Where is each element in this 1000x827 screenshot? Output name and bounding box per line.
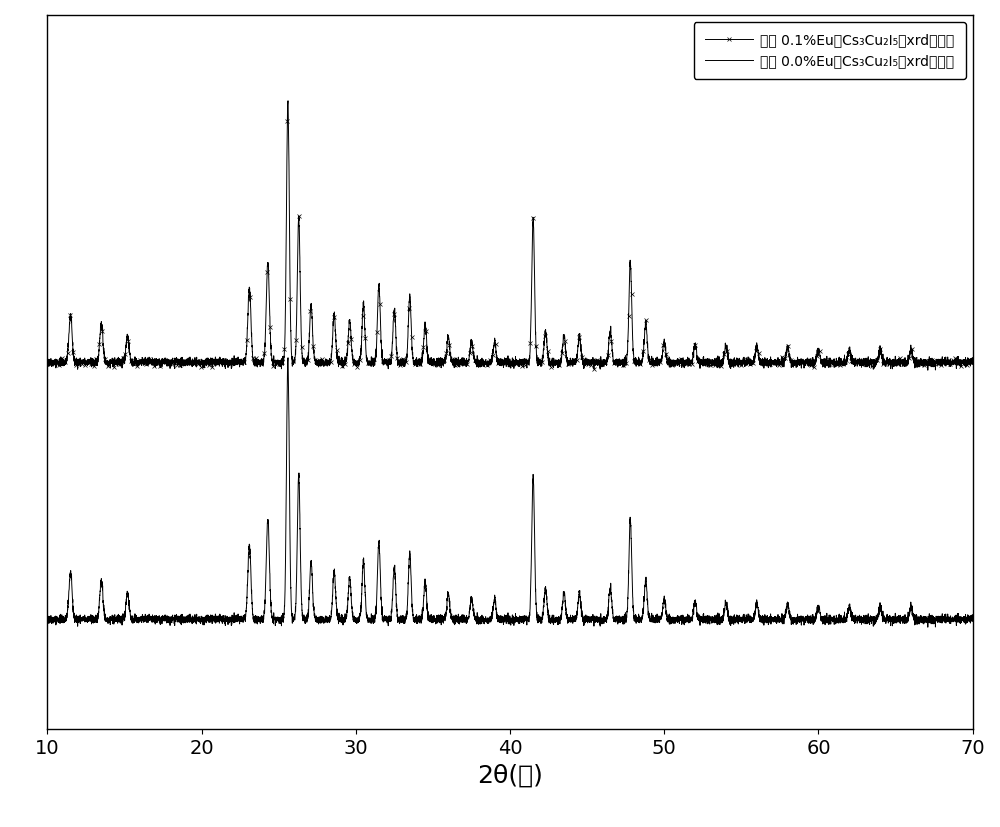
添加 0.1%Eu的Cs₃Cu₂I₅的xrd衍射图 xyxy=(777,361,789,371)
添加 0.0%Eu的Cs₃Cu₂I₅的xrd衍射图 xyxy=(88,614,100,624)
Legend: 添加 0.1%Eu的Cs₃Cu₂I₅的xrd衍射图, 添加 0.0%Eu的Cs₃Cu₂I₅的xrd衍射图: 添加 0.1%Eu的Cs₃Cu₂I₅的xrd衍射图, 添加 0.0%Eu的Cs₃… xyxy=(694,22,966,79)
添加 0.1%Eu的Cs₃Cu₂I₅的xrd衍射图 xyxy=(922,366,934,375)
添加 0.1%Eu的Cs₃Cu₂I₅的xrd衍射图 xyxy=(88,357,100,367)
添加 0.0%Eu的Cs₃Cu₂I₅的xrd衍射图 xyxy=(922,622,934,632)
添加 0.0%Eu的Cs₃Cu₂I₅的xrd衍射图 xyxy=(727,616,739,626)
添加 0.1%Eu的Cs₃Cu₂I₅的xrd衍射图 xyxy=(629,360,641,370)
X-axis label: 2θ(度): 2θ(度) xyxy=(477,763,543,787)
添加 0.1%Eu的Cs₃Cu₂I₅的xrd衍射图 xyxy=(376,351,388,361)
Line: 添加 0.1%Eu的Cs₃Cu₂I₅的xrd衍射图: 添加 0.1%Eu的Cs₃Cu₂I₅的xrd衍射图 xyxy=(46,99,974,372)
添加 0.0%Eu的Cs₃Cu₂I₅的xrd衍射图 xyxy=(41,614,53,624)
添加 0.0%Eu的Cs₃Cu₂I₅的xrd衍射图 xyxy=(376,608,388,618)
添加 0.1%Eu的Cs₃Cu₂I₅的xrd衍射图 xyxy=(282,96,294,106)
添加 0.0%Eu的Cs₃Cu₂I₅的xrd衍射图 xyxy=(629,617,641,627)
Line: 添加 0.0%Eu的Cs₃Cu₂I₅的xrd衍射图: 添加 0.0%Eu的Cs₃Cu₂I₅的xrd衍射图 xyxy=(47,358,973,627)
添加 0.1%Eu的Cs₃Cu₂I₅的xrd衍射图 xyxy=(727,359,739,369)
添加 0.1%Eu的Cs₃Cu₂I₅的xrd衍射图 xyxy=(589,357,601,367)
添加 0.0%Eu的Cs₃Cu₂I₅的xrd衍射图 xyxy=(967,610,979,620)
添加 0.1%Eu的Cs₃Cu₂I₅的xrd衍射图 xyxy=(967,353,979,363)
添加 0.0%Eu的Cs₃Cu₂I₅的xrd衍射图 xyxy=(589,614,601,624)
添加 0.0%Eu的Cs₃Cu₂I₅的xrd衍射图 xyxy=(777,619,789,629)
添加 0.0%Eu的Cs₃Cu₂I₅的xrd衍射图 xyxy=(282,353,294,363)
添加 0.1%Eu的Cs₃Cu₂I₅的xrd衍射图 xyxy=(41,356,53,366)
